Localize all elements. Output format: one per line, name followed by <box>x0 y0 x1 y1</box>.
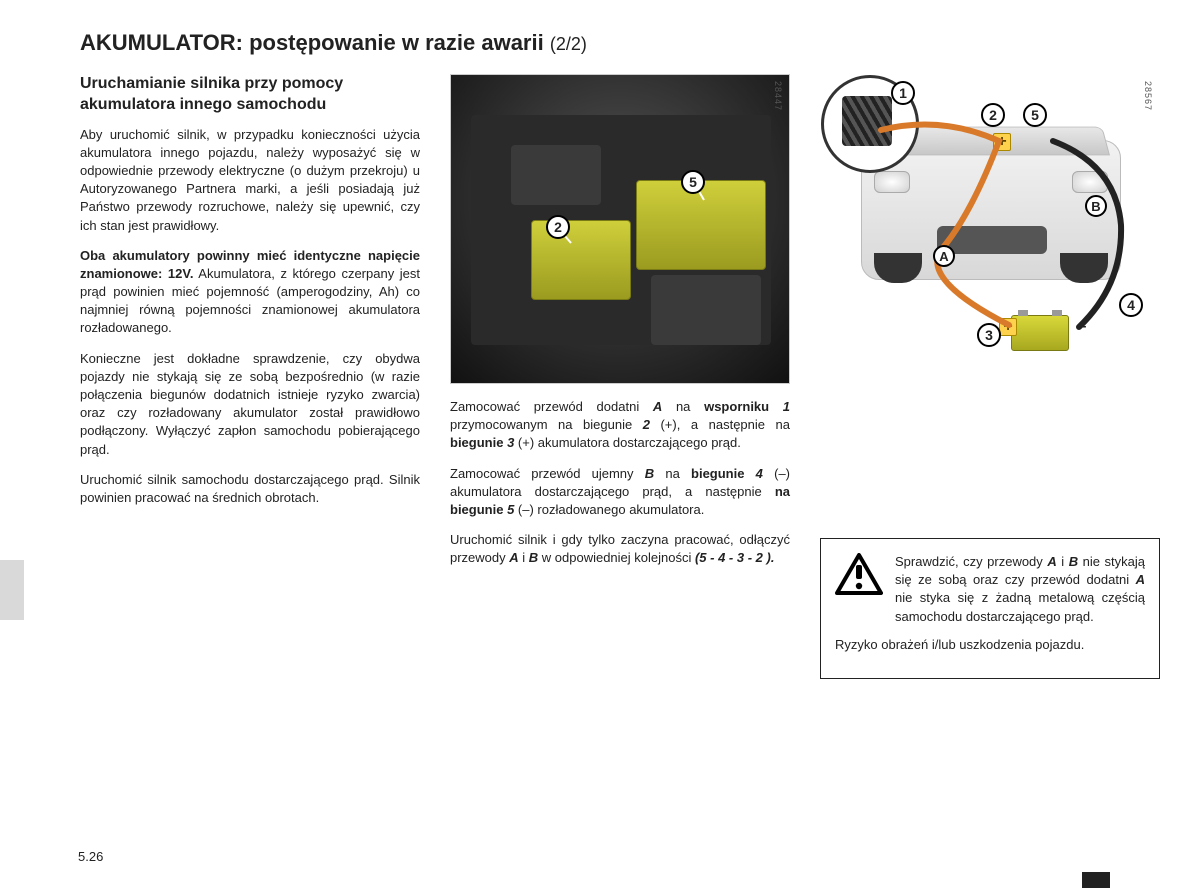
callout-5: 5 <box>681 170 705 194</box>
page: AKUMULATOR: postępowanie w razie awarii … <box>0 0 1200 709</box>
col1-p4: Uruchomić silnik samochodu dostarczające… <box>80 471 420 507</box>
callout-3: 3 <box>977 323 1001 347</box>
warning-box: Sprawdzić, czy przewody A i B nie stykaj… <box>820 538 1160 679</box>
figure-engine-bay: 28447 2 5 <box>450 74 790 384</box>
title-sub: postępowanie w razie awarii <box>249 30 544 55</box>
page-number: 5.26 <box>78 849 103 864</box>
col1-p1: Aby uruchomić silnik, w przypadku koniec… <box>80 126 420 235</box>
column-3: 28567 + – + – <box>820 74 1160 679</box>
cable-label-b: B <box>1085 195 1107 217</box>
warn-p2: Ryzyko obrażeń i/lub uszkodzenia pojazdu… <box>835 636 1145 654</box>
figure-jumpstart-diagram: 28567 + – + – <box>820 74 1160 364</box>
col2-p3: Uruchomić silnik i gdy tylko zaczyna pra… <box>450 531 790 567</box>
page-title: AKUMULATOR: postępowanie w razie awarii … <box>60 30 1160 56</box>
column-2: 28447 2 5 Zamocować przewód dodatni A na… <box>450 74 790 679</box>
col2-p2: Zamocować przewód ujemny B na biegunie 4… <box>450 465 790 520</box>
callout-2b: 2 <box>981 103 1005 127</box>
callout-2: 2 <box>546 215 570 239</box>
title-index: (2/2) <box>550 34 587 54</box>
col2-p1: Zamocować przewód dodatni A na wsporniku… <box>450 398 790 453</box>
bottom-crop-mark <box>1082 872 1110 888</box>
col1-p3: Konieczne jest dokładne sprawdzenie, czy… <box>80 350 420 459</box>
cable-label-a: A <box>933 245 955 267</box>
callout-4: 4 <box>1119 293 1143 317</box>
column-1: Uruchamianie silnika przy pomocy akumula… <box>80 74 420 679</box>
warning-icon <box>835 553 883 597</box>
col1-heading: Uruchamianie silnika przy pomocy akumula… <box>80 74 420 116</box>
title-main: AKUMULATOR: <box>80 30 243 55</box>
callout-5b: 5 <box>1023 103 1047 127</box>
side-tab <box>0 560 24 620</box>
callout-1: 1 <box>891 81 915 105</box>
col1-p2: Oba akumulatory powinny mieć identyczne … <box>80 247 420 338</box>
warn-p1: Sprawdzić, czy przewody A i B nie stykaj… <box>895 553 1145 626</box>
fig1-leaders <box>451 75 789 383</box>
